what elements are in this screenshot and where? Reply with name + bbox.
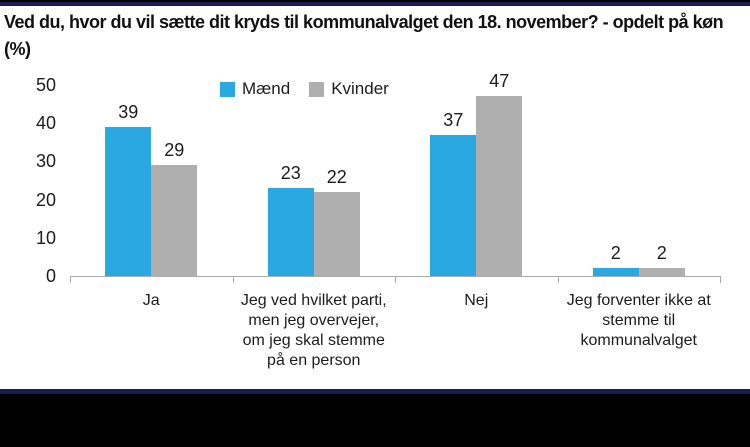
- bar-kvinder: [313, 191, 360, 276]
- y-tick-label: 20: [35, 189, 56, 210]
- chart-root: Mænd Kvinder 0 10 20 30 40 50 39 23 37 2 29 22 47 2 Ja J…: [35, 71, 721, 369]
- y-tick-label: 30: [35, 151, 56, 172]
- bar-value-label: 47: [489, 71, 510, 92]
- legend-swatch-icon: [220, 81, 235, 97]
- y-tick-label: 10: [35, 227, 56, 248]
- legend-label: Mænd: [242, 79, 291, 98]
- bar-value-label: 22: [326, 166, 347, 187]
- category-label: Jeg forventer ikke at stemme til kommuna…: [566, 292, 711, 349]
- category-label: Ja: [142, 292, 160, 309]
- y-tick-label: 0: [45, 266, 56, 286]
- category-label: Nej: [464, 292, 489, 309]
- y-tick-label: 50: [35, 75, 56, 95]
- x-axis-tick: [395, 277, 396, 283]
- legend-item: Kvinder: [309, 79, 389, 99]
- category-label: Jeg ved hvilket parti, men jeg overvejer…: [240, 292, 387, 369]
- bar-value-label: 23: [280, 163, 301, 184]
- bar-value-label: 2: [656, 243, 667, 264]
- bar-kvinder: [476, 96, 523, 276]
- bar-mænd: [267, 188, 314, 276]
- bar-mænd: [430, 134, 477, 276]
- bar-value-label: 29: [164, 140, 185, 161]
- bar-value-label: 2: [610, 243, 621, 264]
- footer-bar: [0, 389, 750, 447]
- y-tick-label: 40: [35, 113, 56, 134]
- x-axis-tick: [232, 277, 234, 283]
- legend-swatch-icon: [309, 81, 325, 97]
- legend: Mænd Kvinder: [220, 79, 389, 99]
- chart-title: Ved du, hvor du vil sætte dit kryds til …: [4, 12, 724, 59]
- bar-kvinder: [151, 165, 198, 276]
- legend-label: Kvinder: [331, 79, 389, 98]
- bar-mænd: [105, 127, 152, 276]
- x-axis-tick: [557, 277, 559, 283]
- x-axis-tick: [720, 277, 721, 283]
- bar-kvinder: [638, 268, 685, 276]
- legend-item: Mænd: [220, 79, 290, 99]
- x-axis-tick: [70, 277, 71, 283]
- bar-value-label: 37: [443, 109, 464, 130]
- x-axis-line: [70, 276, 721, 277]
- bar-mænd: [592, 268, 639, 276]
- top-border-strip: [0, 0, 750, 6]
- bar-value-label: 39: [118, 102, 139, 123]
